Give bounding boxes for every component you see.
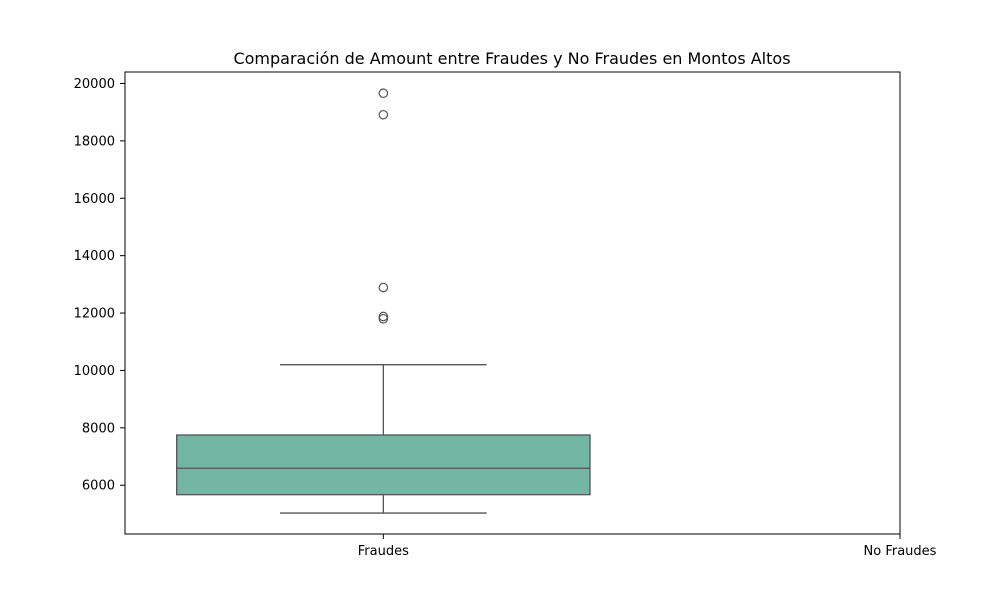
x-tick-label: Fraudes bbox=[358, 544, 409, 559]
x-axis: Fraudes No Fraudes bbox=[358, 534, 937, 559]
y-tick-label: 10000 bbox=[74, 364, 115, 379]
outlier-point bbox=[378, 311, 389, 322]
plot-frame bbox=[124, 71, 901, 535]
y-tick-label: 14000 bbox=[74, 249, 115, 264]
iqr-box bbox=[176, 434, 591, 496]
y-axis: 6000 8000 10000 12000 14000 16000 18000 20000 bbox=[74, 77, 125, 494]
y-tick-label: 18000 bbox=[74, 134, 115, 149]
outlier-point bbox=[378, 88, 389, 99]
x-tick-label: No Fraudes bbox=[864, 544, 937, 559]
y-tick-label: 20000 bbox=[74, 77, 115, 92]
box-fraudes bbox=[176, 88, 591, 514]
y-tick-label: 12000 bbox=[74, 307, 115, 322]
outlier-point bbox=[378, 109, 389, 120]
y-tick-label: 16000 bbox=[74, 192, 115, 207]
y-tick-label: 8000 bbox=[82, 421, 115, 436]
box-marks bbox=[176, 88, 591, 514]
chart-title: Comparación de Amount entre Fraudes y No… bbox=[233, 49, 790, 68]
y-tick-label: 6000 bbox=[82, 479, 115, 494]
outlier-point bbox=[378, 282, 389, 293]
